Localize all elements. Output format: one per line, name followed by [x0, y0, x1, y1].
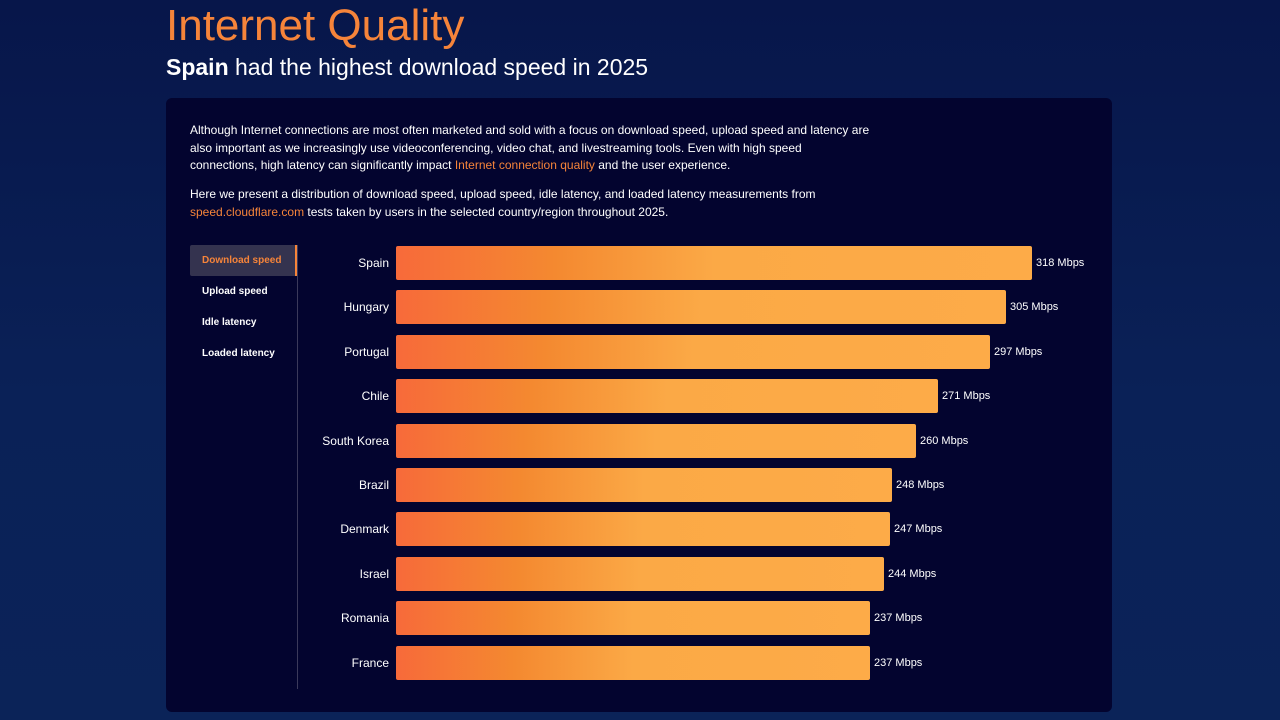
description-text: Although Internet connections are most o… [190, 123, 870, 172]
bar-label-hungary: Hungary [343, 300, 389, 315]
tabs-divider [297, 245, 298, 689]
value-label-israel: 244 Mbps [888, 567, 937, 580]
description-text: Here we present a distribution of downlo… [190, 187, 816, 201]
bar-label-portugal: Portugal [344, 344, 389, 359]
bar-denmark[interactable] [396, 512, 890, 547]
bar-hungary[interactable] [396, 290, 1006, 325]
description-text: tests taken by users in the selected cou… [304, 204, 669, 219]
bar-chile[interactable] [396, 379, 938, 414]
page-title: Internet Quality [166, 1, 465, 50]
value-label-brazil: 248 Mbps [896, 479, 945, 491]
metric-tabs: Download speed Upload speed Idle latency… [190, 245, 298, 369]
value-label-hungary: 305 Mbps [1010, 301, 1059, 314]
subtitle-text: had the highest download speed in 2025 [228, 54, 649, 80]
bar-south-korea[interactable] [396, 423, 916, 458]
description-paragraph-2: Here we present a distribution of downlo… [190, 186, 870, 221]
bar-label-south-korea: South Korea [322, 433, 389, 448]
bar-label-spain: Spain [358, 256, 389, 270]
value-label-denmark: 247 Mbps [894, 523, 943, 536]
bar-france[interactable] [396, 645, 870, 680]
page-subtitle: Spain had the highest download speed in … [166, 52, 648, 82]
tab-upload-speed[interactable]: Upload speed [202, 286, 268, 297]
tab-idle-latency[interactable]: Idle latency [202, 317, 257, 328]
value-label-portugal: 297 Mbps [994, 345, 1043, 358]
internet-connection-quality-link[interactable]: Internet connection quality [454, 158, 595, 172]
subtitle-highlight: Spain [166, 54, 229, 80]
bar-label-israel: Israel [359, 566, 389, 581]
speed-cloudflare-link[interactable]: speed.cloudflare.com [190, 204, 305, 219]
value-label-france: 237 Mbps [874, 656, 923, 669]
bar-portugal[interactable] [396, 334, 990, 369]
bar-label-denmark: Denmark [340, 522, 389, 537]
value-label-chile: 271 Mbps [942, 390, 991, 403]
bar-label-chile: Chile [361, 389, 389, 404]
value-label-spain: 318 Mbps [1036, 257, 1085, 269]
bar-spain[interactable] [396, 246, 1032, 280]
bar-romania[interactable] [396, 601, 870, 636]
bar-israel[interactable] [396, 556, 884, 591]
bar-label-romania: Romania [340, 611, 389, 626]
tab-download-speed[interactable]: Download speed [190, 245, 298, 276]
tab-loaded-latency[interactable]: Loaded latency [202, 348, 275, 359]
bar-brazil[interactable] [396, 468, 892, 502]
value-label-south-korea: 260 Mbps [920, 434, 969, 447]
download-speed-bar-chart: Spain 318 Mbps Hungary 305 Mbps Portugal 297 … [166, 98, 1112, 712]
description-text: and the user experience. [594, 158, 731, 172]
bar-label-france: France [351, 655, 389, 670]
internet-quality-card: Although Internet connections are most o… [166, 98, 1112, 712]
bar-label-brazil: Brazil [358, 478, 389, 492]
description-paragraph-1: Although Internet connections are most o… [190, 122, 870, 175]
value-label-romania: 237 Mbps [874, 612, 923, 625]
